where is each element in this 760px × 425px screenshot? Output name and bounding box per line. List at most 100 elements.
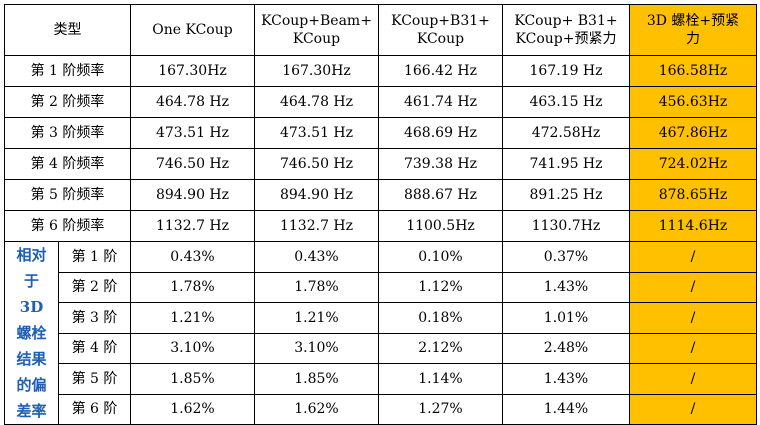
frequency-cell-c3: 461.74 Hz (378, 86, 503, 118)
frequency-cell-c4: 463.15 Hz (502, 86, 630, 118)
frequency-cell-c1: 1132.7 Hz (130, 210, 255, 242)
deviation-row-label: 第 4 阶 (58, 332, 131, 364)
header-col4-line: KCoup+ B31+ (514, 13, 618, 29)
deviation-cell-c3: 1.14% (378, 363, 503, 395)
frequency-cell-c3: 166.42 Hz (378, 55, 503, 87)
header-col3-line: KCoup+B31+ (391, 13, 490, 29)
deviation-row-label: 第 1 阶 (58, 241, 131, 273)
header-col1-line: One KCoup (152, 22, 233, 38)
deviation-row-label: 第 2 阶 (58, 271, 131, 303)
deviation-row: 相对于 3D 螺栓 结果 的偏 差率第 1 阶 0.43% 0.43% 0.10% 0.37% / (4, 241, 757, 425)
deviation-cell-c1: 1.62% (130, 393, 255, 425)
deviation-side-label-line: 螺栓 (16, 324, 47, 342)
deviation-cell-c3: 0.10% (378, 241, 503, 273)
header-col3-line: KCoup (416, 31, 465, 47)
deviation-row-label: 第 5 阶 (58, 363, 131, 395)
deviation-cell-c2: 1.62% (254, 393, 379, 425)
deviation-cell-c5: / (629, 302, 757, 334)
deviation-cell-c5: / (629, 332, 757, 364)
frequency-cell-c1: 473.51 Hz (130, 117, 255, 149)
frequency-cell-c5: 878.65Hz (629, 179, 757, 211)
header-type: 类型 (4, 4, 131, 56)
deviation-side-label-line: 3D (19, 298, 44, 316)
header-col5-line: 力 (686, 31, 700, 47)
header-col2-line: KCoup+Beam+ (261, 13, 372, 29)
header-type-label: 类型 (53, 22, 82, 38)
frequency-cell-c4: 472.58Hz (502, 117, 630, 149)
frequency-cell-c1: 167.30Hz (130, 55, 255, 87)
frequency-row: 第 5 阶频率 894.90 Hz 894.90 Hz 888.67 Hz 891.25… (4, 179, 757, 211)
frequency-cell-c2: 894.90 Hz (254, 179, 379, 211)
frequency-cell-c2: 746.50 Hz (254, 148, 379, 180)
frequency-cell-c3: 888.67 Hz (378, 179, 503, 211)
deviation-row-label: 第 3 阶 (58, 302, 131, 334)
frequency-cell-c4: 1130.7Hz (502, 210, 630, 242)
deviation-cell-c2: 0.43% (254, 241, 379, 273)
frequency-cell-c3: 739.38 Hz (378, 148, 503, 180)
frequency-row-label: 第 1 阶频率 (4, 55, 131, 87)
deviation-cell-c4: 2.48% (502, 332, 630, 364)
header-col3: KCoup+B31+ KCoup (378, 4, 503, 56)
deviation-cell-c4: 1.43% (502, 271, 630, 303)
deviation-cell-c4: 1.44% (502, 393, 630, 425)
deviation-row: 第 5 阶 1.85% 1.85% 1.14% 1.43% / (5, 363, 757, 395)
frequency-cell-c5: 724.02Hz (629, 148, 757, 180)
deviation-cell-c4: 1.43% (502, 363, 630, 395)
comparison-table-container: 类型 One KCoup KCoup+Beam+ KCoup KCoup+B31… (4, 4, 757, 425)
frequency-cell-c2: 1132.7 Hz (254, 210, 379, 242)
deviation-row-label: 第 6 阶 (58, 393, 131, 425)
frequency-row: 第 3 阶频率 473.51 Hz 473.51 Hz 468.69 Hz 472.58… (4, 117, 757, 149)
deviation-cell-c3: 1.27% (378, 393, 503, 425)
deviation-row: 第 3 阶 1.21% 1.21% 0.18% 1.01% / (5, 302, 757, 334)
header-col1: One KCoup (130, 4, 255, 56)
deviation-cell-c3: 0.18% (378, 302, 503, 334)
frequency-cell-c4: 167.19 Hz (502, 55, 630, 87)
frequency-cell-c5: 456.63Hz (629, 86, 757, 118)
frequency-row-label: 第 6 阶频率 (4, 210, 131, 242)
deviation-side-label-line: 结果 (16, 350, 47, 368)
deviation-cell-c2: 1.85% (254, 363, 379, 395)
frequency-cell-c3: 468.69 Hz (378, 117, 503, 149)
deviation-cell-c4: 0.37% (502, 241, 630, 273)
header-row: 类型 One KCoup KCoup+Beam+ KCoup KCoup+B31… (4, 4, 757, 56)
frequency-cell-c4: 741.95 Hz (502, 148, 630, 180)
frequency-cell-c2: 167.30Hz (254, 55, 379, 87)
frequency-row: 第 2 阶频率 464.78 Hz 464.78 Hz 461.74 Hz 463.15… (4, 86, 757, 118)
deviation-cell-c5: / (629, 241, 757, 273)
frequency-comparison-table: 类型 One KCoup KCoup+Beam+ KCoup KCoup+B31… (4, 4, 757, 425)
frequency-row: 第 4 阶频率 746.50 Hz 746.50 Hz 739.38 Hz 741.95… (4, 148, 757, 180)
table-body: 类型 One KCoup KCoup+Beam+ KCoup KCoup+B31… (4, 4, 757, 425)
deviation-row: 第 6 阶 1.62% 1.62% 1.27% 1.44% / (5, 393, 757, 425)
deviation-side-label-line: 差率 (16, 402, 47, 420)
deviation-side-label-line: 的偏 (16, 376, 47, 394)
frequency-cell-c1: 464.78 Hz (130, 86, 255, 118)
header-col4-line: KCoup+预紧力 (515, 31, 617, 47)
frequency-cell-c2: 473.51 Hz (254, 117, 379, 149)
deviation-cell-c3: 1.12% (378, 271, 503, 303)
deviation-cell-c2: 1.21% (254, 302, 379, 334)
deviation-row: 第 2 阶 1.78% 1.78% 1.12% 1.43% / (5, 271, 757, 303)
deviation-side-label-line: 于 (23, 272, 39, 290)
frequency-row: 第 6 阶频率 1132.7 Hz 1132.7 Hz 1100.5Hz 1130.7H… (4, 210, 757, 242)
deviation-cell-c5: / (629, 393, 757, 425)
frequency-cell-c2: 464.78 Hz (254, 86, 379, 118)
deviation-cell-c1: 1.21% (130, 302, 255, 334)
deviation-side-label-line: 相对 (16, 246, 47, 264)
deviation-cell-c1: 3.10% (130, 332, 255, 364)
header-col2-line: KCoup (292, 31, 341, 47)
header-col4: KCoup+ B31+ KCoup+预紧力 (502, 4, 630, 56)
deviation-cell-c2: 1.78% (254, 271, 379, 303)
deviation-cell-c3: 2.12% (378, 332, 503, 364)
frequency-cell-c1: 746.50 Hz (130, 148, 255, 180)
deviation-cell-c5: / (629, 271, 757, 303)
frequency-row-label: 第 4 阶频率 (4, 148, 131, 180)
deviation-cell-c5: / (629, 363, 757, 395)
deviation-cell-c4: 1.01% (502, 302, 630, 334)
frequency-cell-c4: 891.25 Hz (502, 179, 630, 211)
deviation-row: 第 4 阶 3.10% 3.10% 2.12% 2.48% / (5, 332, 757, 364)
header-col2: KCoup+Beam+ KCoup (254, 4, 379, 56)
deviation-cell-c2: 3.10% (254, 332, 379, 364)
frequency-cell-c5: 166.58Hz (629, 55, 757, 87)
frequency-cell-c3: 1100.5Hz (378, 210, 503, 242)
frequency-row-label: 第 3 阶频率 (4, 117, 131, 149)
